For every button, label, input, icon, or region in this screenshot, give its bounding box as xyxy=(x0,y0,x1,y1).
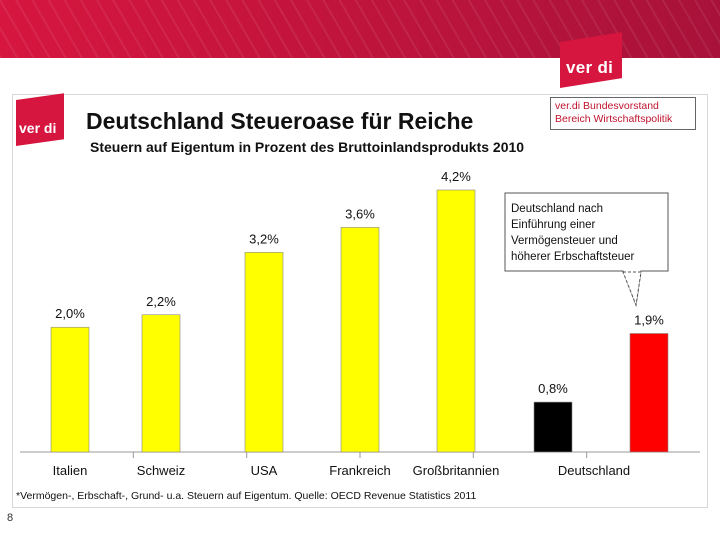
callout: Deutschland nach Einführung einer Vermög… xyxy=(504,192,669,307)
chart-value-labels: 2,0% 2,2% 3,2% 3,6% 4,2% 0,8% 1,9% xyxy=(55,169,664,396)
callout-line-1: Deutschland nach xyxy=(511,203,603,215)
category-label: Frankreich xyxy=(329,463,390,478)
category-label: Deutschland xyxy=(558,463,630,478)
category-label: Großbritannien xyxy=(413,463,500,478)
bar-deutschland xyxy=(629,333,669,453)
page-number: 8 xyxy=(7,512,14,524)
bar-italien xyxy=(50,326,90,453)
value-label-usa: 3,2% xyxy=(249,231,279,246)
bar-gro-britannien xyxy=(436,189,476,453)
publisher-box: ver.di Bundesvorstand Bereich Wirtschaft… xyxy=(550,97,696,130)
callout-line-4: höherer Erbschaftsteuer xyxy=(511,251,635,263)
chart-grid xyxy=(20,451,700,458)
chart-subtitle: Steuern auf Eigentum in Prozent des Brut… xyxy=(90,139,525,155)
value-label-deutschland: 1,9% xyxy=(634,312,664,327)
source-note: *Vermögen-, Erbschaft-, Grund- u.a. Steu… xyxy=(16,490,477,502)
value-label-deutschland: 0,8% xyxy=(538,381,568,396)
category-label: Italien xyxy=(53,463,88,478)
bar-deutschland xyxy=(533,401,573,453)
bar-usa xyxy=(244,252,284,453)
publisher-line-2: Bereich Wirtschaftspolitik xyxy=(555,113,673,125)
category-label: Schweiz xyxy=(137,463,185,478)
callout-pointer xyxy=(622,271,642,307)
chart-title: Deutschland Steueroase für Reiche xyxy=(86,108,474,134)
bar-schweiz xyxy=(141,314,181,453)
verdi-logo-text: ver di xyxy=(566,58,614,77)
value-label-italien: 2,0% xyxy=(55,306,85,321)
category-label: USA xyxy=(251,463,278,478)
value-label-frankreich: 3,6% xyxy=(345,206,375,221)
bar-frankreich xyxy=(340,227,380,453)
slide-logo-text: ver di xyxy=(19,120,57,136)
callout-line-2: Einführung einer xyxy=(511,219,596,231)
top-banner xyxy=(0,0,720,58)
value-label-gro-britannien: 4,2% xyxy=(441,169,471,184)
chart-category-labels: Italien Schweiz USA Frankreich Großbritannie… xyxy=(53,463,630,478)
value-label-schweiz: 2,2% xyxy=(146,294,176,309)
callout-line-3: Vermögensteuer und xyxy=(511,235,618,247)
publisher-line-1: ver.di Bundesvorstand xyxy=(555,100,659,112)
chart-bars xyxy=(50,189,669,453)
